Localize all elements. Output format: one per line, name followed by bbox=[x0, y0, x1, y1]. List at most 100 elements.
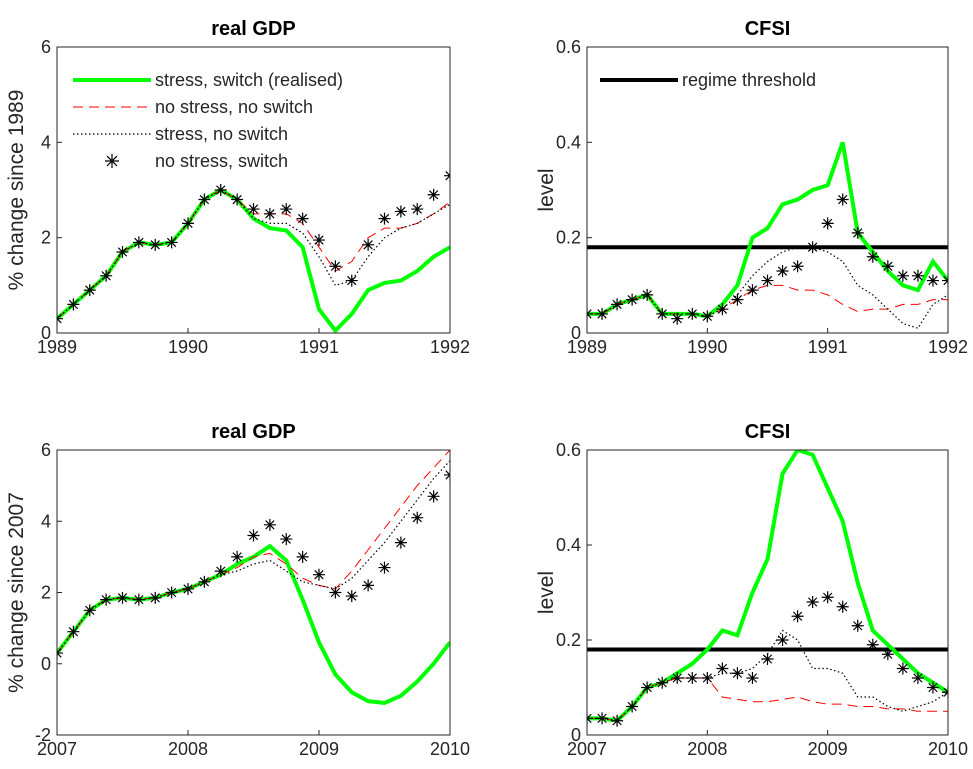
x-tick-label: 2010 bbox=[430, 739, 470, 759]
panel-title: CFSI bbox=[745, 421, 791, 443]
series-line bbox=[57, 450, 450, 654]
star-marker bbox=[926, 274, 939, 287]
star-marker bbox=[132, 593, 145, 606]
x-tick-label: 2010 bbox=[928, 739, 968, 759]
legend-label: no stress, no switch bbox=[155, 97, 313, 117]
y-tick-label: 0 bbox=[571, 725, 581, 745]
star-marker bbox=[686, 672, 699, 684]
star-marker bbox=[791, 610, 804, 623]
x-tick-label: 1991 bbox=[299, 337, 339, 357]
star-marker bbox=[427, 188, 440, 201]
axes-box bbox=[56, 449, 451, 736]
y-axis-label: level bbox=[535, 571, 558, 614]
star-marker bbox=[247, 529, 260, 542]
axes-box bbox=[586, 46, 949, 334]
star-marker bbox=[881, 648, 894, 661]
y-tick-label: 6 bbox=[41, 440, 51, 460]
x-tick-label: 2008 bbox=[687, 739, 727, 759]
star-marker bbox=[149, 591, 162, 604]
star-marker bbox=[866, 250, 879, 263]
series-line bbox=[587, 141, 948, 319]
x-tick-label: 1989 bbox=[567, 337, 607, 357]
star-marker bbox=[761, 653, 774, 665]
y-tick-label: -2 bbox=[35, 725, 51, 745]
panel-title: real GDP bbox=[211, 18, 295, 40]
star-marker bbox=[821, 591, 834, 604]
star-marker bbox=[100, 593, 113, 606]
y-tick-label: 0.4 bbox=[556, 535, 581, 555]
series-line bbox=[587, 677, 948, 722]
panel: real GDP % change since 2007 2007 2008 2009 2… bbox=[5, 421, 470, 759]
series-line bbox=[57, 460, 450, 654]
y-axis-label: % change since 1989 bbox=[5, 90, 28, 291]
star-marker bbox=[116, 591, 129, 604]
star-marker bbox=[776, 265, 789, 278]
star-marker bbox=[280, 203, 293, 216]
y-tick-label: 2 bbox=[41, 228, 51, 248]
star-marker bbox=[345, 590, 358, 603]
plot-area bbox=[57, 450, 450, 705]
x-tick-label: 1989 bbox=[37, 337, 77, 357]
star-marker bbox=[247, 203, 260, 216]
x-tick-label: 1990 bbox=[168, 337, 208, 357]
axes-box bbox=[586, 449, 949, 736]
plot-area bbox=[57, 169, 450, 333]
series-line bbox=[57, 543, 450, 705]
series-line bbox=[587, 450, 948, 723]
legend-marker bbox=[105, 154, 119, 168]
star-marker bbox=[821, 217, 834, 230]
star-marker bbox=[378, 561, 391, 574]
star-marker bbox=[746, 284, 759, 297]
star-marker bbox=[926, 681, 939, 694]
x-tick-label: 1992 bbox=[430, 337, 470, 357]
star-marker bbox=[394, 536, 407, 549]
x-tick-label: 2007 bbox=[37, 739, 77, 759]
star-marker bbox=[626, 293, 639, 306]
star-marker bbox=[911, 269, 924, 282]
star-marker bbox=[427, 490, 440, 503]
star-marker bbox=[746, 672, 759, 684]
star-marker bbox=[806, 596, 819, 608]
panel-title: real GDP bbox=[211, 421, 295, 443]
star-marker bbox=[362, 238, 375, 251]
star-marker bbox=[83, 284, 96, 297]
star-marker bbox=[731, 667, 744, 680]
star-marker bbox=[626, 700, 639, 713]
star-marker bbox=[611, 298, 624, 311]
star-marker bbox=[851, 619, 864, 632]
series-line bbox=[587, 284, 948, 317]
star-marker bbox=[716, 303, 729, 316]
y-tick-label: 2 bbox=[41, 583, 51, 603]
star-marker bbox=[791, 260, 804, 273]
star-marker bbox=[165, 236, 178, 249]
star-marker bbox=[411, 511, 424, 524]
star-marker bbox=[911, 672, 924, 684]
star-marker bbox=[776, 634, 789, 646]
star-marker bbox=[761, 274, 774, 287]
x-tick-label: 1992 bbox=[928, 337, 968, 357]
star-marker bbox=[596, 307, 609, 320]
star-marker bbox=[182, 217, 194, 230]
panel: real GDP % change since 1989 1989 1990 1991 1… bbox=[5, 18, 470, 357]
star-marker bbox=[656, 676, 669, 689]
axes-box bbox=[56, 46, 451, 334]
y-tick-label: 0.4 bbox=[556, 132, 581, 152]
star-marker bbox=[896, 662, 909, 675]
star-marker bbox=[182, 582, 194, 595]
star-marker bbox=[701, 310, 714, 323]
star-marker bbox=[345, 274, 358, 287]
legend-label: stress, no switch bbox=[155, 124, 288, 144]
star-marker bbox=[671, 672, 684, 684]
star-marker bbox=[313, 568, 325, 581]
y-axis-label: level bbox=[535, 168, 558, 211]
star-marker bbox=[671, 312, 684, 325]
star-marker bbox=[806, 241, 819, 254]
star-marker bbox=[881, 260, 894, 273]
star-marker bbox=[378, 212, 391, 225]
star-marker bbox=[641, 681, 654, 694]
star-marker bbox=[263, 518, 276, 531]
star-marker bbox=[611, 714, 624, 727]
x-tick-label: 2007 bbox=[567, 739, 607, 759]
star-marker bbox=[394, 205, 407, 218]
